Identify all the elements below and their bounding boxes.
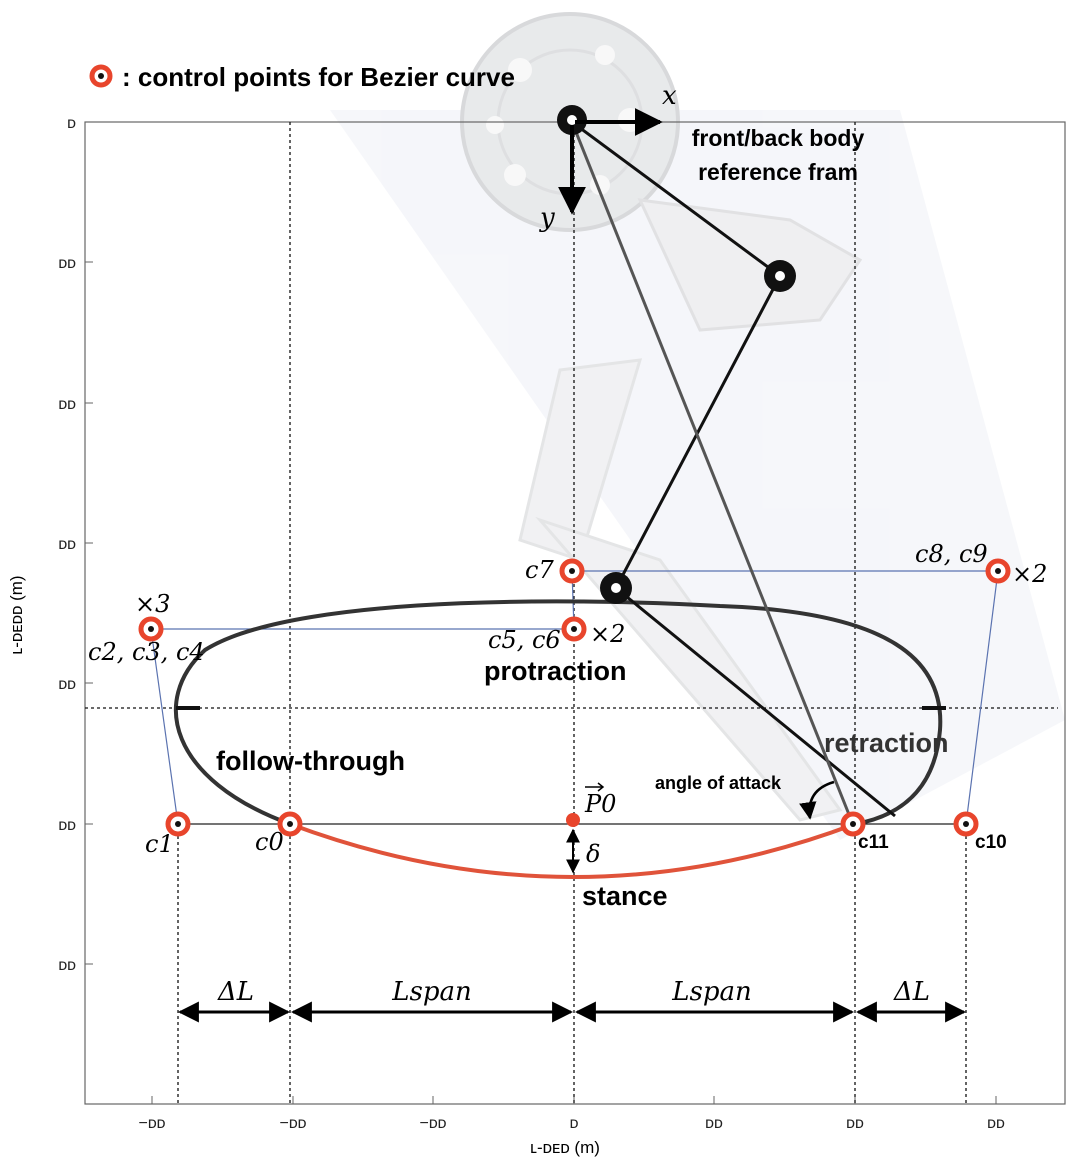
label-protraction: protraction <box>484 656 627 686</box>
control-points <box>138 558 1011 837</box>
knee-joint-center <box>775 271 785 281</box>
stance-curve <box>289 822 856 879</box>
ankle-joint-center <box>611 583 621 593</box>
p0-point <box>566 813 580 827</box>
x-tick-label: −ᴅᴅ <box>420 1115 447 1132</box>
y-tick-label: ᴅ <box>67 115 76 132</box>
x-axis-label: ʟ-ᴅᴇᴅ (m) <box>530 1138 600 1157</box>
label-c8-c9: c8, c9 <box>915 540 988 568</box>
swing-curve <box>173 599 943 826</box>
label-c1: c1 <box>145 830 174 858</box>
dotted-guides <box>85 122 1058 1104</box>
frame-y-label: y <box>539 203 555 233</box>
p0-vector-arrow <box>585 782 605 792</box>
hip-joint-center <box>567 115 577 125</box>
x-tick-label: −ᴅᴅ <box>280 1115 307 1132</box>
label-c2-c4: c2, c3, c4 <box>88 638 205 666</box>
label-times2-c8: ×2 <box>1012 560 1047 588</box>
y-tick-label: ᴅᴅ <box>58 536 76 553</box>
y-tick-label: ᴅᴅ <box>58 396 76 413</box>
label-p0: P0 <box>584 790 616 818</box>
label-c5-c6: c5, c6 <box>488 626 561 654</box>
angle-of-attack-arc <box>799 780 835 820</box>
label-times3: ×3 <box>135 590 170 618</box>
x-tick-label: ᴅ <box>570 1115 579 1132</box>
control-point-marker-core <box>98 73 104 79</box>
frame-title-line1: front/back body <box>692 125 865 151</box>
label-l-span-right: Lspan <box>671 977 752 1007</box>
frame-x-label: x <box>662 81 677 111</box>
x-tick-label: ᴅᴅ <box>705 1115 723 1132</box>
y-tick-label: ᴅᴅ <box>58 817 76 834</box>
label-l-span-left: Lspan <box>391 977 472 1007</box>
x-tick-label: ᴅᴅ <box>846 1115 864 1132</box>
label-retraction: retraction <box>824 728 949 758</box>
label-delta-l-left: ΔL <box>217 977 254 1007</box>
x-tick-label: −ᴅᴅ <box>139 1115 166 1132</box>
frame-title-line2: reference fram <box>698 159 858 185</box>
y-tick-label: ᴅᴅ <box>58 957 76 974</box>
legend-text: : control points for Bezier curve <box>122 62 515 92</box>
label-angle-of-attack: angle of attack <box>655 773 782 793</box>
label-times2-c5: ×2 <box>590 620 625 648</box>
label-c10: c10 <box>975 832 1007 853</box>
label-delta: δ <box>586 840 600 868</box>
leg-linkage <box>570 120 896 823</box>
label-delta-l-right: ΔL <box>893 977 930 1007</box>
x-tick-label: ᴅᴅ <box>987 1115 1005 1132</box>
label-c11: c11 <box>858 832 889 853</box>
label-c0: c0 <box>255 828 284 856</box>
leg-illustration-background <box>330 12 1065 840</box>
y-tick-label: ᴅᴅ <box>58 255 76 272</box>
y-axis-label: ʟ-ᴅᴇᴅᴅ (m) <box>7 575 26 654</box>
label-c7: c7 <box>525 556 554 584</box>
label-stance: stance <box>582 881 668 911</box>
label-follow-through: follow-through <box>216 746 405 776</box>
y-tick-label: ᴅᴅ <box>58 676 76 693</box>
